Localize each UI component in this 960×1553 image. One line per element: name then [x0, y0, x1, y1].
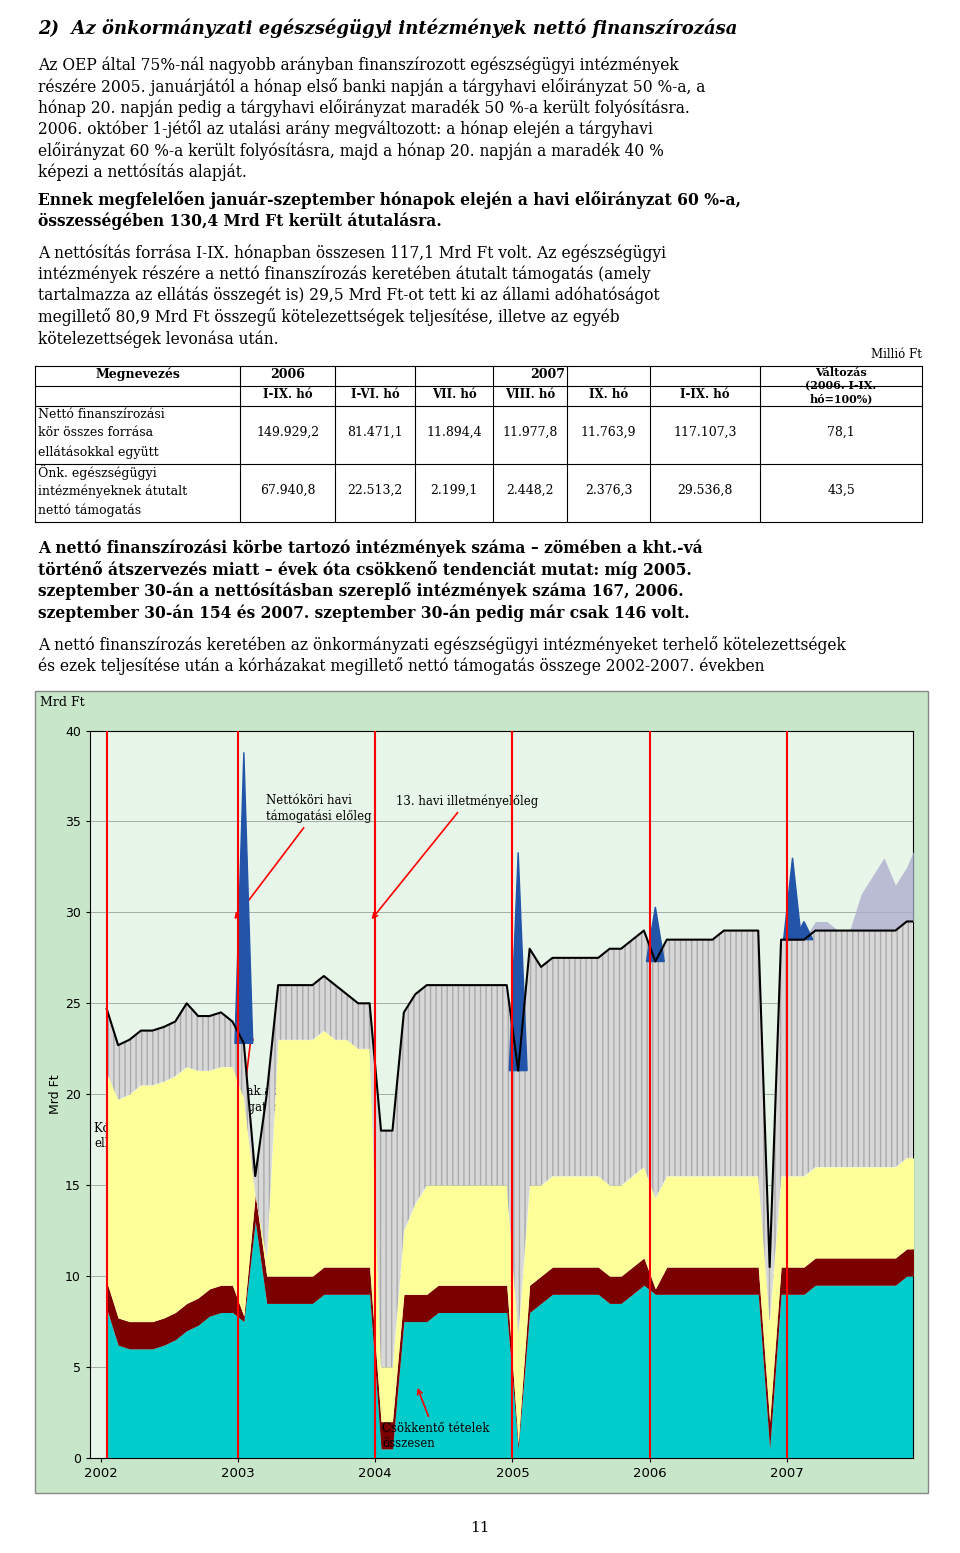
- Text: Nettó finanszírozási: Nettó finanszírozási: [38, 407, 165, 421]
- Text: 29.536,8: 29.536,8: [678, 483, 732, 497]
- Text: A nettósítás forrása I-IX. hónapban összesen 117,1 Mrd Ft volt. Az egészségügyi: A nettósítás forrása I-IX. hónapban össz…: [38, 244, 666, 261]
- Y-axis label: Mrd Ft: Mrd Ft: [49, 1075, 62, 1114]
- Text: 2.448,2: 2.448,2: [506, 483, 554, 497]
- Text: ellátásokkal együtt: ellátásokkal együtt: [38, 446, 158, 458]
- Polygon shape: [783, 857, 802, 940]
- Text: Millió Ft: Millió Ft: [871, 348, 922, 360]
- Text: 11.977,8: 11.977,8: [502, 426, 558, 438]
- Text: Önk. egészségügyi: Önk. egészségügyi: [38, 466, 156, 480]
- Text: 2)  Az önkormányzati egészségügyi intézmények nettó finanszírozása: 2) Az önkormányzati egészségügyi intézmé…: [38, 19, 737, 37]
- Polygon shape: [795, 921, 813, 940]
- Text: VII. hó: VII. hó: [432, 388, 476, 401]
- Text: történő átszervezés miatt – évek óta csökkenő tendenciát mutat: míg 2005.: történő átszervezés miatt – évek óta csö…: [38, 561, 692, 579]
- Text: kör összes forrása: kör összes forrása: [38, 427, 154, 439]
- Text: 117.107,3: 117.107,3: [673, 426, 736, 438]
- Text: Csökkentő tételek
összesen: Csökkentő tételek összesen: [382, 1390, 490, 1449]
- Text: Nettóköri havi
támogatási előleg: Nettóköri havi támogatási előleg: [235, 794, 372, 918]
- Text: tartalmazza az ellátás összegét is) 29,5 Mrd Ft-ot tett ki az állami adóhatóságo: tartalmazza az ellátás összegét is) 29,5…: [38, 287, 660, 304]
- Text: 67.940,8: 67.940,8: [260, 483, 315, 497]
- Text: 78,1: 78,1: [828, 426, 854, 438]
- Text: részére 2005. januárjától a hónap első banki napján a tárgyhavi előirányzat 50 %: részére 2005. januárjától a hónap első b…: [38, 78, 706, 95]
- Text: 2006: 2006: [270, 368, 305, 380]
- Text: 149.929,2: 149.929,2: [256, 426, 319, 438]
- Text: és ezek teljesítése után a kórházakat megillető nettó támogatás összege 2002-200: és ezek teljesítése után a kórházakat me…: [38, 657, 764, 676]
- Text: IX. hó: IX. hó: [588, 388, 628, 401]
- Text: A nettó finanszírozási körbe tartozó intézmények száma – zömében a kht.-vá: A nettó finanszírozási körbe tartozó int…: [38, 539, 703, 558]
- Text: 13. havi illetményelőleg: 13. havi illetményelőleg: [372, 794, 539, 918]
- Polygon shape: [235, 752, 252, 1044]
- Text: intézmények részére a nettó finanszírozás keretében átutalt támogatás (amely: intézmények részére a nettó finanszírozá…: [38, 266, 651, 283]
- Bar: [35, 691, 928, 1492]
- Text: nettó támogatás: nettó támogatás: [38, 503, 141, 517]
- Text: A nettó finanszírozás keretében az önkormányzati egészségügyi intézményeket terh: A nettó finanszírozás keretében az önkor…: [38, 635, 846, 654]
- Text: 11: 11: [470, 1520, 490, 1534]
- Text: Változás
(2006. I-IX.
hó=100%): Változás (2006. I-IX. hó=100%): [805, 368, 876, 404]
- Text: 2006. október 1-jétől az utalási arány megváltozott: a hónap elején a tárgyhavi: 2006. október 1-jétől az utalási arány m…: [38, 121, 653, 138]
- Polygon shape: [509, 853, 527, 1070]
- Text: hónap 20. napján pedig a tárgyhavi előirányzat maradék 50 %-a került folyósításr: hónap 20. napján pedig a tárgyhavi előir…: [38, 99, 690, 116]
- Text: 11.763,9: 11.763,9: [581, 426, 636, 438]
- Text: kötelezettségek levonása után.: kötelezettségek levonása után.: [38, 329, 278, 348]
- Text: megillető 80,9 Mrd Ft összegű kötelezettségek teljesítése, illetve az egyéb: megillető 80,9 Mrd Ft összegű kötelezett…: [38, 309, 619, 326]
- Text: 2007: 2007: [530, 368, 565, 380]
- Text: 43,5: 43,5: [828, 483, 854, 497]
- Text: Kórházaknak átutalt
ellátások: Kórházaknak átutalt ellátások: [94, 1121, 215, 1149]
- Polygon shape: [646, 907, 664, 961]
- Text: Az OEP által 75%-nál nagyobb arányban finanszírozott egészségügyi intézmények: Az OEP által 75%-nál nagyobb arányban fi…: [38, 56, 679, 73]
- Text: I-IX. hó: I-IX. hó: [263, 388, 312, 401]
- Text: I-IX. hó: I-IX. hó: [681, 388, 730, 401]
- Text: előirányzat 60 %-a került folyósításra, majd a hónap 20. napján a maradék 40 %: előirányzat 60 %-a került folyósításra, …: [38, 141, 664, 160]
- Text: I-VI. hó: I-VI. hó: [350, 388, 399, 401]
- Text: Mrd Ft: Mrd Ft: [40, 696, 84, 708]
- Text: 11.894,4: 11.894,4: [426, 426, 482, 438]
- Text: 22.513,2: 22.513,2: [348, 483, 402, 497]
- Text: Kórházaknak átutalt
nettó támogatás: Kórházaknak átutalt nettó támogatás: [183, 1036, 303, 1114]
- Text: Ennek megfelelően január-szeptember hónapok elején a havi előirányzat 60 %-a,: Ennek megfelelően január-szeptember hóna…: [38, 191, 741, 210]
- Text: Megnevezés: Megnevezés: [95, 368, 180, 380]
- Text: intézményeknek átutalt: intézményeknek átutalt: [38, 485, 187, 499]
- Text: összességében 130,4 Mrd Ft került átutalásra.: összességében 130,4 Mrd Ft került átutal…: [38, 213, 442, 230]
- Text: szeptember 30-án a nettósításban szereplő intézmények száma 167, 2006.: szeptember 30-án a nettósításban szerepl…: [38, 582, 684, 601]
- Text: szeptember 30-án 154 és 2007. szeptember 30-án pedig már csak 146 volt.: szeptember 30-án 154 és 2007. szeptember…: [38, 604, 689, 621]
- Text: 2.376,3: 2.376,3: [585, 483, 633, 497]
- Text: 81.471,1: 81.471,1: [348, 426, 403, 438]
- Text: 2.199,1: 2.199,1: [430, 483, 478, 497]
- Text: képezi a nettósítás alapját.: képezi a nettósítás alapját.: [38, 163, 247, 182]
- Text: VIII. hó: VIII. hó: [505, 388, 555, 401]
